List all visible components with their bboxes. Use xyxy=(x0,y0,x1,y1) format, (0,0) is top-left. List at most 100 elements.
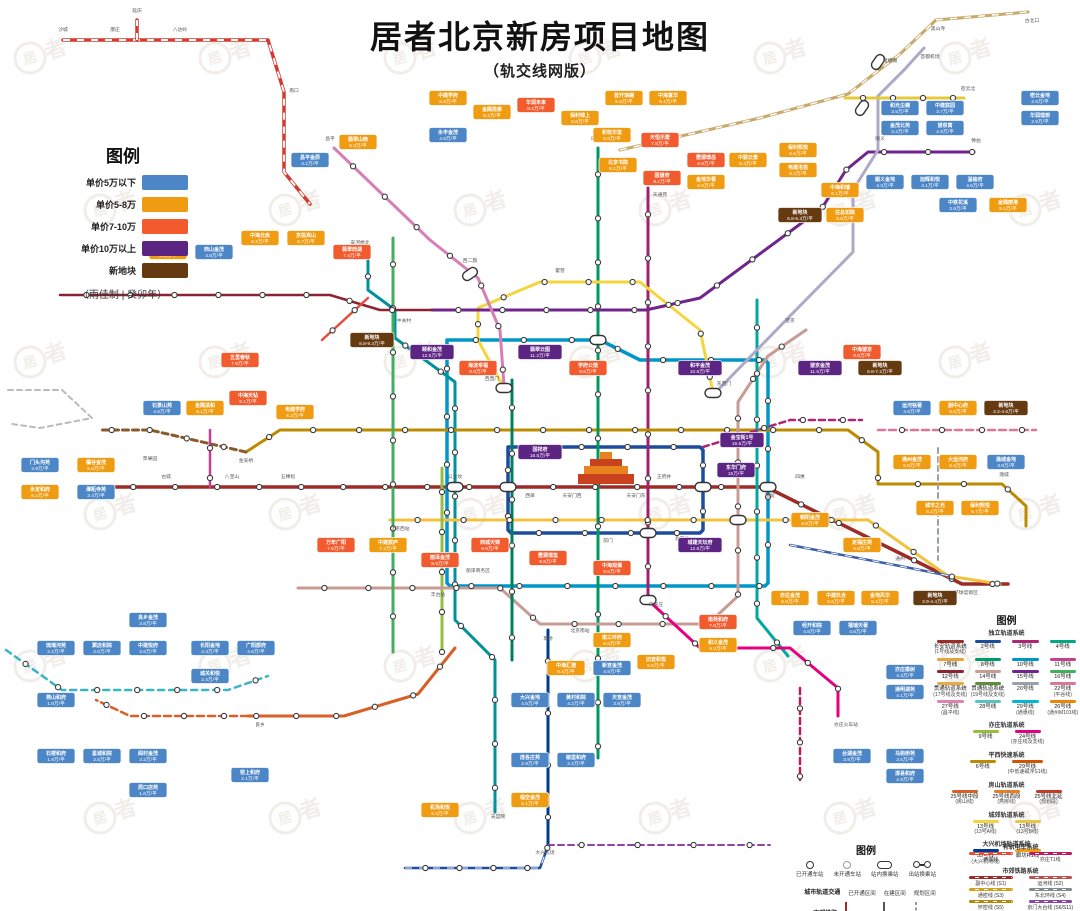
station-marker xyxy=(734,547,742,554)
svg-text:6.1万/平: 6.1万/平 xyxy=(831,191,849,197)
price-legend-label: 单价10万以上 xyxy=(80,244,136,254)
svg-text:2.2万/平: 2.2万/平 xyxy=(47,649,65,655)
svg-text:中海观澜: 中海观澜 xyxy=(602,562,622,569)
station-marker xyxy=(508,450,516,457)
svg-text:5.6万/平: 5.6万/平 xyxy=(827,599,845,605)
station-marker xyxy=(898,426,906,434)
station-marker xyxy=(858,436,865,444)
price-legend-swatch xyxy=(142,241,188,256)
svg-text:旧宫和悦: 旧宫和悦 xyxy=(646,656,666,663)
svg-text:西山金茂: 西山金茂 xyxy=(204,246,224,253)
svg-text:永定和府: 永定和府 xyxy=(29,486,50,493)
interchange-station-marker xyxy=(495,382,513,394)
svg-text:5.9万/平: 5.9万/平 xyxy=(903,463,921,469)
mini-legend-item: 通密线 (S3) xyxy=(963,888,1019,899)
line-color-swatch xyxy=(974,682,1001,686)
mini-legend-swatch xyxy=(969,888,1013,891)
price-legend-row: 单价7-10万 xyxy=(58,219,188,234)
station-label: 古北口 xyxy=(1025,17,1040,24)
line-color-swatch xyxy=(1012,640,1039,643)
metro-line-2号线 xyxy=(506,445,705,535)
price-legend-title: 图例 xyxy=(106,147,140,166)
line-hatch-overlay xyxy=(405,845,549,869)
svg-text:3.2万/平: 3.2万/平 xyxy=(139,757,157,763)
station-marker xyxy=(644,343,652,350)
line-legend-item: 12号线 xyxy=(933,670,968,680)
svg-text:9.8万/平: 9.8万/平 xyxy=(469,369,487,375)
svg-text:6.3万/平: 6.3万/平 xyxy=(286,413,304,419)
station-marker xyxy=(859,94,867,102)
svg-text:4.6万/平: 4.6万/平 xyxy=(521,701,539,707)
station-marker xyxy=(568,336,575,344)
svg-text:2.8万/平: 2.8万/平 xyxy=(896,777,914,783)
watermark-logo: 居者 xyxy=(268,794,325,835)
station-label: 南口 xyxy=(289,87,299,94)
svg-text:9.5万/平: 9.5万/平 xyxy=(603,569,621,575)
svg-text:4.1万/平: 4.1万/平 xyxy=(896,693,914,699)
svg-text:华润理想: 华润理想 xyxy=(1030,112,1050,119)
station-label: 良乡 xyxy=(255,721,265,728)
svg-text:4.2万/平: 4.2万/平 xyxy=(567,701,585,707)
svg-text:1.8万/平: 1.8万/平 xyxy=(47,701,65,707)
svg-text:中建宸庐: 中建宸庐 xyxy=(378,539,398,546)
svg-text:2.8万/平: 2.8万/平 xyxy=(93,757,111,763)
station-marker xyxy=(83,291,90,299)
station-marker xyxy=(587,306,594,314)
line-legend-item: 10号线 xyxy=(1008,657,1043,668)
station-marker xyxy=(206,474,214,482)
line-color-swatch xyxy=(974,640,1001,643)
station-marker xyxy=(598,516,605,524)
line-legend-item: 11号线 xyxy=(1046,657,1080,668)
line-legend-item: 贯通轨道系统 (19号线及支线) xyxy=(971,682,1006,698)
line-color-swatch xyxy=(1049,682,1076,686)
station-marker xyxy=(309,426,317,434)
svg-text:金地华著: 金地华著 xyxy=(695,176,716,183)
station-label: 五棵松 xyxy=(281,473,296,480)
svg-text:12.8万/平: 12.8万/平 xyxy=(690,546,710,552)
svg-text:居: 居 xyxy=(391,656,409,676)
station-marker xyxy=(424,483,431,491)
station-marker xyxy=(756,582,763,590)
station-marker xyxy=(499,366,506,373)
svg-text:禧瑞天著: 禧瑞天著 xyxy=(848,622,868,629)
station-marker xyxy=(919,94,927,102)
station-marker xyxy=(256,483,263,491)
svg-text:16.5万/平: 16.5万/平 xyxy=(530,453,550,459)
station-marker xyxy=(252,677,259,684)
svg-text:4.8万/平: 4.8万/平 xyxy=(803,629,821,635)
svg-text:12.5万/平: 12.5万/平 xyxy=(422,353,442,359)
svg-text:居: 居 xyxy=(276,200,294,220)
station-marker xyxy=(451,405,459,412)
svg-text:8.6万/平: 8.6万/平 xyxy=(579,369,597,375)
station-marker xyxy=(508,404,516,411)
line-legend-item: 25号线北延 (规划段) xyxy=(1032,789,1066,806)
svg-text:中建宸园: 中建宸园 xyxy=(935,102,955,109)
metro-line-S1磁浮线 xyxy=(98,428,248,454)
svg-text:4.8万/平: 4.8万/平 xyxy=(205,253,223,259)
station-marker xyxy=(631,426,639,434)
station-marker xyxy=(389,306,396,314)
station-marker xyxy=(594,215,602,222)
metro-line-首都机场线 xyxy=(713,46,926,395)
station-marker xyxy=(708,582,715,590)
svg-text:密云金地: 密云金地 xyxy=(1030,92,1050,99)
svg-text:6.3万/平: 6.3万/平 xyxy=(739,161,757,167)
line-color-swatch xyxy=(1035,789,1062,793)
station-label: 西单 xyxy=(525,492,535,499)
station-marker xyxy=(734,591,742,598)
metro-line-规划线西 xyxy=(7,389,93,429)
station-label: 古城 xyxy=(161,473,171,480)
svg-text:8.8万/平: 8.8万/平 xyxy=(697,161,715,167)
station-symbol-icon xyxy=(909,859,937,870)
